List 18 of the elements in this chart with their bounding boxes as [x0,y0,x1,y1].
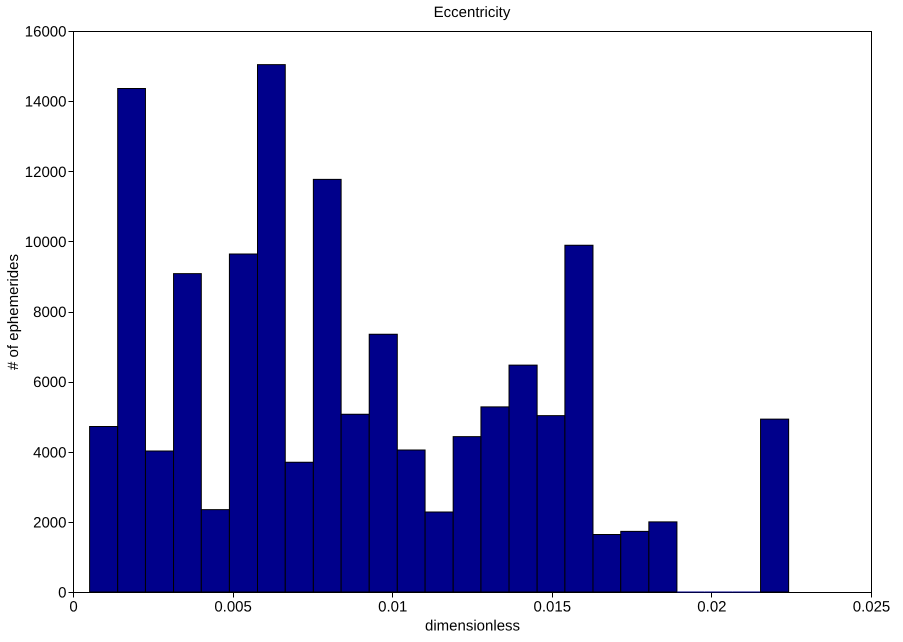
y-tick-label: 4000 [33,444,66,462]
x-tick-label: 0.005 [214,598,252,616]
y-tick-label: 8000 [33,304,66,321]
y-tick-label: 0 [58,584,66,602]
x-axis-title: dimensionless [424,618,520,634]
y-tick-label: 10000 [24,234,66,251]
x-tick-label: 0.01 [378,598,408,616]
chart-title: Eccentricity [434,4,511,21]
x-tick-label: 0 [69,598,78,616]
y-axis-title: # of ephemerides [4,254,22,370]
x-tick-label: 0.02 [697,598,726,616]
y-tick-label: 6000 [33,374,66,392]
x-tick-label: 0.015 [534,598,572,616]
y-tick-label: 12000 [24,164,66,181]
y-tick-label: 2000 [33,514,66,532]
y-tick-label: 16000 [24,24,66,40]
y-tick-label: 14000 [24,94,66,111]
x-tick-label: 0.025 [852,598,890,616]
